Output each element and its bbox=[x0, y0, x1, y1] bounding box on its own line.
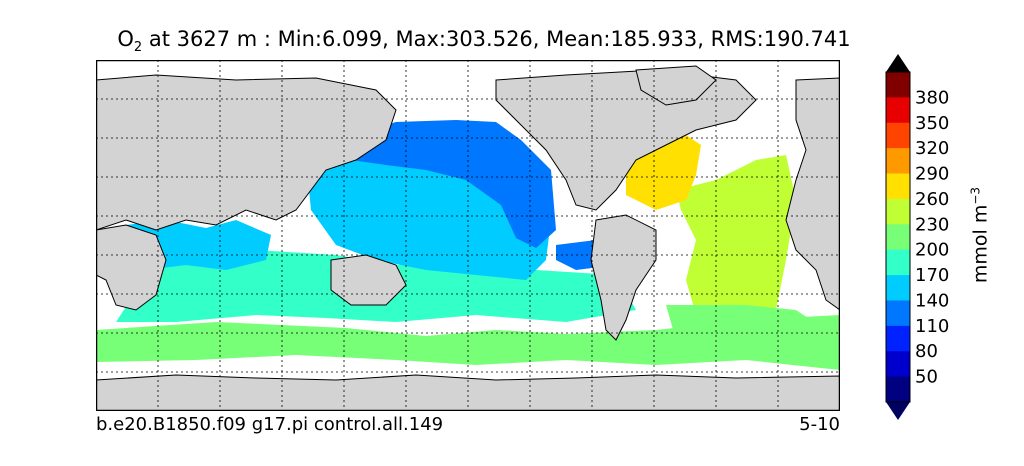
land-australia bbox=[330, 254, 407, 306]
title-subscript: 2 bbox=[133, 40, 143, 56]
year-range: 5-10 bbox=[799, 414, 840, 435]
land bbox=[96, 65, 840, 411]
region-pacific-blue bbox=[336, 120, 556, 248]
land-europe-africa-east bbox=[785, 77, 840, 311]
region-atlantic-green bbox=[676, 155, 796, 320]
land-greenland bbox=[635, 65, 717, 106]
graticule bbox=[96, 60, 840, 411]
colorbar-tick-label: 80 bbox=[915, 341, 938, 362]
colorbar-band bbox=[886, 275, 910, 301]
map-title: O2 at 3627 m : Min:6.099, Max:303.526, M… bbox=[0, 27, 968, 55]
colorbar-unit-main: mmol m bbox=[969, 204, 992, 284]
colorbar-tick-label: 170 bbox=[915, 265, 949, 286]
colorbar-tick-label: 290 bbox=[915, 164, 949, 185]
colorbar-band bbox=[886, 351, 910, 378]
colorbar-label-container: mmol m−3 bbox=[960, 170, 1000, 300]
title-variable: O bbox=[117, 27, 134, 51]
colorbar-over-triangle bbox=[886, 54, 910, 72]
colorbar-tick-label: 350 bbox=[915, 113, 949, 134]
colorbar-tick-label: 200 bbox=[915, 240, 949, 261]
colorbar-band bbox=[886, 122, 910, 149]
colorbar-unit-exp: −3 bbox=[968, 186, 983, 205]
colorbar: 50 80 110 140 170 200 230 260 290 320 350 380 bbox=[885, 54, 949, 420]
colorbar-tick-label: 50 bbox=[915, 367, 938, 388]
map-panel bbox=[96, 60, 840, 411]
colorbar-band bbox=[886, 173, 910, 200]
colorbar-tick-label: 110 bbox=[915, 316, 949, 337]
ocean-map bbox=[96, 60, 840, 411]
colorbar-band bbox=[886, 97, 910, 124]
title-stats: at 3627 m : Min:6.099, Max:303.526, Mean… bbox=[142, 27, 851, 51]
colorbar-tick-label: 140 bbox=[915, 290, 949, 311]
case-name: b.e20.B1850.f09 g17.pi control.all.149 bbox=[96, 414, 444, 435]
colorbar-band bbox=[886, 224, 910, 251]
colorbar-band bbox=[886, 376, 910, 403]
colorbar-tick-label: 260 bbox=[915, 189, 949, 210]
land-eurasia bbox=[96, 74, 397, 231]
colorbar-tick-label: 230 bbox=[915, 214, 949, 235]
colorbar-band bbox=[886, 325, 910, 352]
colorbar-band bbox=[886, 300, 910, 327]
colorbar-band bbox=[886, 148, 910, 175]
colorbar-unit-label: mmol m−3 bbox=[968, 187, 991, 283]
map-frame bbox=[96, 60, 840, 411]
colorbar-frame bbox=[885, 71, 911, 403]
colorbar-band bbox=[886, 198, 910, 225]
colorbar-band bbox=[886, 72, 910, 98]
colorbar-band bbox=[886, 249, 910, 276]
land-south-america bbox=[590, 214, 657, 341]
colorbar-tick-label: 320 bbox=[915, 138, 949, 159]
colorbar-under-triangle bbox=[886, 402, 910, 420]
region-south-atlantic bbox=[666, 305, 826, 350]
land-africa bbox=[96, 224, 167, 311]
colorbar-tick-label: 380 bbox=[915, 87, 949, 108]
